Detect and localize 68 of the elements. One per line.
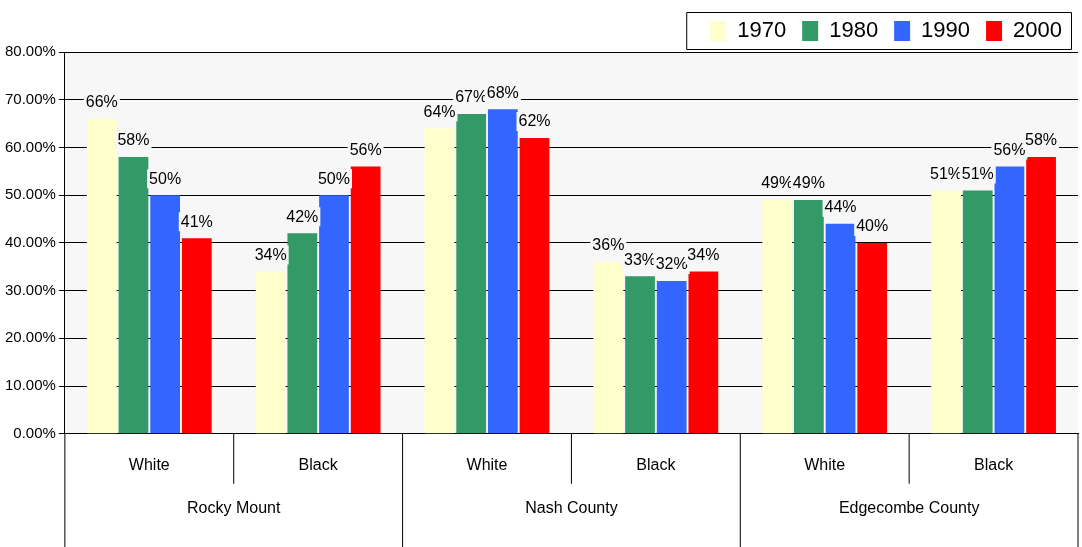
data-label: 56% <box>993 140 1026 158</box>
data-label: 66% <box>85 93 118 111</box>
bar <box>487 109 518 434</box>
legend-label: 1990 <box>921 17 971 43</box>
bar <box>857 242 888 434</box>
bar <box>424 128 455 434</box>
x-tick-label: White <box>128 455 170 473</box>
bar <box>931 190 961 434</box>
data-label: 58% <box>1025 131 1058 149</box>
y-tick-label: 20.00% <box>5 328 56 346</box>
data-label: 68% <box>486 83 519 101</box>
x-tick-label: Black <box>974 455 1015 473</box>
data-label: 41% <box>180 212 213 230</box>
y-tick-label: 10.00% <box>5 376 56 394</box>
y-tick-label: 30.00% <box>5 280 56 298</box>
data-label: 56% <box>349 140 382 158</box>
bar <box>519 137 550 434</box>
text: Rocky Mount <box>187 499 281 517</box>
bar <box>794 199 824 434</box>
text: Nash County <box>525 499 618 517</box>
legend-label: 1980 <box>829 17 879 43</box>
y-tick-label: 40.00% <box>5 233 56 251</box>
x-tick-label: White <box>466 455 508 473</box>
legend-label: 2000 <box>1013 17 1063 43</box>
bar <box>593 261 624 434</box>
bar <box>1026 157 1056 434</box>
data-label: 34% <box>254 245 287 263</box>
bar <box>150 195 181 434</box>
bar <box>656 281 687 434</box>
y-tick-label: 0.00% <box>13 423 56 441</box>
bar <box>86 118 117 434</box>
y-tick-label: 70.00% <box>5 89 56 107</box>
bar <box>762 199 793 434</box>
data-label: 40% <box>856 217 889 235</box>
bar <box>350 166 381 434</box>
x-tick-label: Black <box>298 455 339 473</box>
x-tick-label: White <box>804 455 846 473</box>
data-label: 42% <box>286 207 319 225</box>
bar <box>456 114 487 434</box>
bar <box>181 238 212 434</box>
bar <box>118 157 149 434</box>
data-label: 34% <box>687 245 720 263</box>
data-label: 62% <box>518 112 551 130</box>
data-label: 44% <box>824 198 857 216</box>
bar <box>319 195 349 434</box>
data-label: 49% <box>792 174 825 192</box>
bar <box>962 190 993 434</box>
bar <box>255 271 286 434</box>
bar <box>287 233 318 434</box>
y-tick-label: 60.00% <box>5 137 56 155</box>
y-tick-label: 50.00% <box>5 185 56 203</box>
bar <box>825 223 856 434</box>
data-label: 64% <box>423 102 456 120</box>
data-label: 51% <box>961 164 994 182</box>
bar <box>625 276 655 434</box>
bar <box>688 271 719 434</box>
bar <box>994 166 1025 434</box>
x-tick-label: Black <box>636 455 677 473</box>
data-label: 51% <box>930 164 963 182</box>
y-tick-label: 80.00% <box>5 42 56 60</box>
data-label: 32% <box>655 255 688 273</box>
data-label: 50% <box>317 169 350 187</box>
data-label: 36% <box>592 236 625 254</box>
data-label: 58% <box>117 131 150 149</box>
data-label: 33% <box>624 250 657 268</box>
legend-label: 1970 <box>737 17 787 43</box>
text: Edgecombe County <box>838 499 980 517</box>
data-label: 50% <box>149 169 182 187</box>
